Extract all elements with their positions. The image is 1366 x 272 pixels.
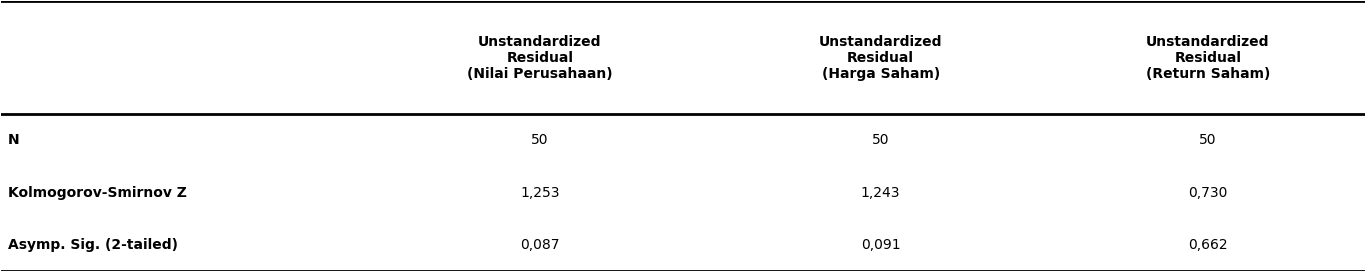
Text: 0,087: 0,087 bbox=[520, 237, 560, 252]
Text: 0,662: 0,662 bbox=[1188, 237, 1228, 252]
Text: 1,253: 1,253 bbox=[520, 186, 560, 200]
Text: 50: 50 bbox=[1199, 134, 1217, 147]
Text: 0,730: 0,730 bbox=[1188, 186, 1228, 200]
Text: Unstandardized
Residual
(Return Saham): Unstandardized Residual (Return Saham) bbox=[1146, 35, 1270, 81]
Text: Unstandardized
Residual
(Harga Saham): Unstandardized Residual (Harga Saham) bbox=[820, 35, 943, 81]
Text: 50: 50 bbox=[531, 134, 549, 147]
Text: Kolmogorov-Smirnov Z: Kolmogorov-Smirnov Z bbox=[8, 186, 187, 200]
Text: Unstandardized
Residual
(Nilai Perusahaan): Unstandardized Residual (Nilai Perusahaa… bbox=[467, 35, 613, 81]
Text: Asymp. Sig. (2-tailed): Asymp. Sig. (2-tailed) bbox=[8, 237, 178, 252]
Text: 0,091: 0,091 bbox=[861, 237, 900, 252]
Text: N: N bbox=[8, 134, 20, 147]
Text: 50: 50 bbox=[872, 134, 889, 147]
Text: 1,243: 1,243 bbox=[861, 186, 900, 200]
